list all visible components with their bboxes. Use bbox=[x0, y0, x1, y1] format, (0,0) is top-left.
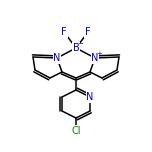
Text: N: N bbox=[91, 53, 99, 63]
Text: −: − bbox=[77, 41, 83, 47]
Text: F: F bbox=[61, 27, 67, 37]
Text: N: N bbox=[53, 53, 61, 63]
Text: N: N bbox=[86, 92, 94, 102]
Text: B: B bbox=[73, 43, 79, 53]
Text: Cl: Cl bbox=[71, 126, 81, 136]
Text: F: F bbox=[85, 27, 91, 37]
Text: +: + bbox=[96, 51, 102, 57]
